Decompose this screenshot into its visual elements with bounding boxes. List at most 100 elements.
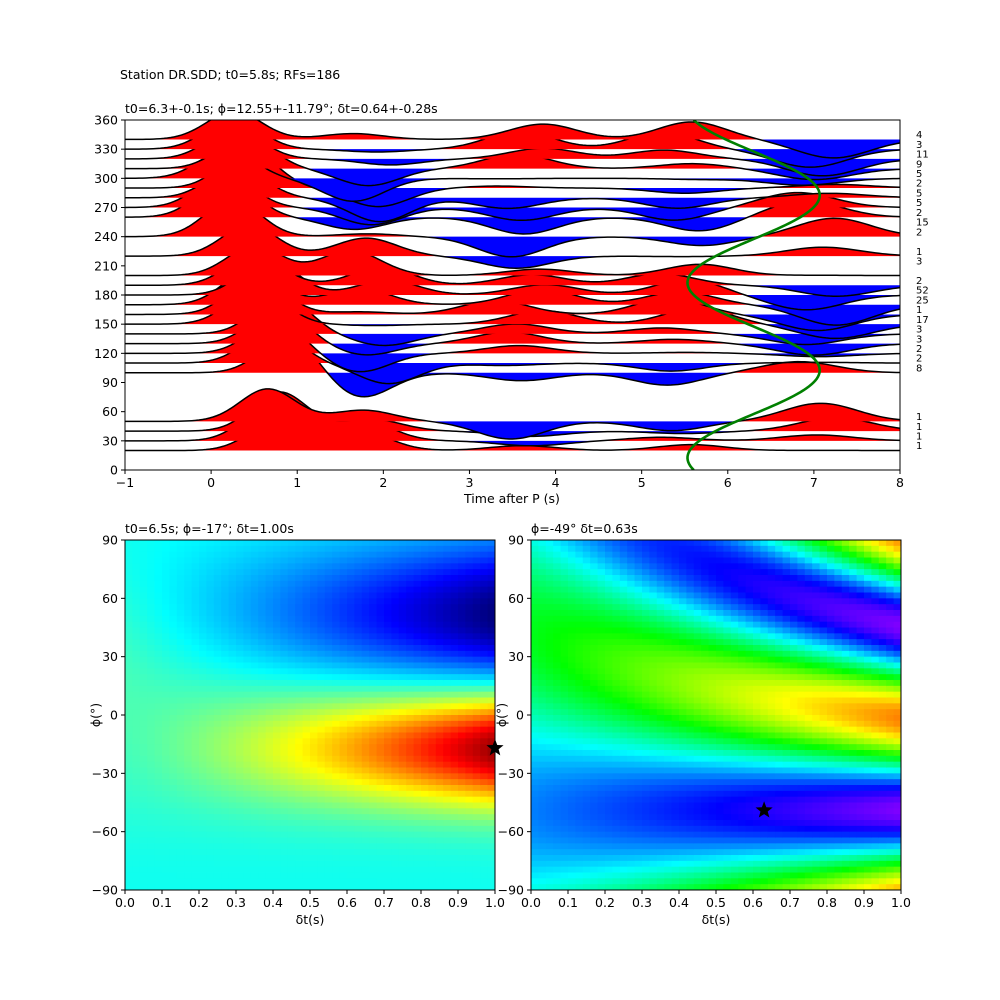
right-heatmap-cell (642, 656, 650, 664)
right-heatmap-cell (716, 685, 724, 693)
right-heatmap-cell (560, 849, 569, 856)
right-heatmap-cell (738, 709, 747, 716)
left-heatmap-cell (376, 569, 385, 576)
left-heatmap-cell (213, 592, 222, 599)
left-heatmap-cell (221, 656, 230, 664)
left-heatmap-cell (243, 656, 252, 664)
right-heatmap-cell (590, 715, 599, 722)
left-heatmap-cell (243, 691, 252, 699)
left-heatmap-cell (354, 773, 363, 780)
left-heatmap-cell (435, 592, 444, 599)
right-heatmap-cell (738, 808, 747, 815)
right-heatmap-cell (575, 773, 584, 780)
left-heatmap-cell (376, 627, 385, 634)
left-heatmap-cell (391, 586, 400, 594)
left-heatmap-cell (443, 586, 452, 594)
right-heatmap-cell (582, 674, 591, 681)
left-heatmap-cell (376, 750, 385, 757)
left-heatmap-cell (191, 557, 200, 564)
rf-y-tick-label: 360 (94, 113, 118, 128)
left-heatmap-cell (184, 820, 193, 827)
left-heatmap-cell (458, 645, 466, 652)
left-heatmap-cell (184, 633, 193, 640)
left-heatmap-cell (376, 720, 385, 728)
right-heatmap-cell (538, 785, 547, 792)
left-heatmap-cell (443, 691, 452, 699)
left-heatmap-cell (361, 802, 370, 809)
left-heatmap-cell (472, 633, 481, 640)
left-heatmap-cell (265, 645, 274, 652)
left-heatmap-cell (391, 662, 400, 669)
left-heatmap-cell (324, 744, 333, 751)
left-heatmap-cell (184, 866, 193, 874)
right-heatmap-cell (545, 860, 554, 868)
left-heatmap-cell (191, 750, 200, 757)
left-heatmap-cell (199, 866, 207, 874)
left-heatmap-cell (213, 627, 222, 634)
rf-trace-positive-fill (125, 337, 900, 373)
left-heatmap-cell (287, 691, 296, 699)
right-heatmap-cell (642, 639, 650, 646)
left-heatmap-cell (147, 697, 156, 704)
left-heatmap-cell (361, 633, 370, 640)
left-heatmap-cell (391, 820, 400, 827)
left-heatmap-cell (310, 860, 318, 868)
right-heatmap-cell (701, 691, 710, 699)
right-heatmap-cell (605, 703, 613, 710)
right-heatmap-cell (656, 592, 665, 599)
left-heatmap-cell (191, 674, 200, 681)
right-heatmap-cell (582, 744, 591, 751)
right-heatmap-cell (738, 656, 747, 664)
right-heatmap-cell (545, 551, 554, 559)
right-heatmap-cell (531, 726, 539, 734)
left-heatmap-cell (413, 668, 422, 675)
right-heatmap-cell (745, 563, 754, 570)
left-heatmap-cell (332, 703, 341, 710)
left-heatmap-cell (465, 662, 474, 669)
left-heatmap-cell (406, 563, 415, 570)
right-heatmap-cell (575, 860, 584, 868)
left-heatmap-cell (176, 680, 185, 687)
left-heatmap-cell (398, 610, 407, 617)
right-heatmap-cell (560, 761, 569, 769)
right-heatmap-cell (656, 680, 665, 687)
left-heatmap-cell (221, 662, 230, 669)
left-heatmap-cell (302, 557, 311, 564)
left-heatmap-cell (162, 732, 170, 739)
left-heatmap-cell (250, 615, 259, 623)
left-heatmap-cell (435, 709, 444, 716)
left-heatmap-cell (317, 843, 326, 850)
right-heatmap-cell (738, 639, 747, 646)
left-heatmap-cell (221, 604, 230, 611)
right-heatmap-cell (664, 580, 673, 588)
right-heatmap-cell (708, 703, 717, 710)
left-heatmap-cell (176, 540, 185, 547)
right-heatmap-cell (531, 715, 539, 722)
left-heatmap-cell (139, 855, 148, 862)
right-heatmap-cell (545, 615, 554, 623)
left-heatmap-cell (347, 773, 355, 780)
left-heatmap-cell (295, 650, 304, 658)
right-heatmap (531, 540, 901, 890)
right-heatmap-cell (560, 767, 569, 774)
left-heatmap-cell (162, 796, 170, 804)
left-heatmap-cell (228, 545, 237, 553)
right-heatmap-cell (693, 650, 702, 658)
left-heatmap-cell (332, 639, 341, 646)
left-heatmap-cell (480, 697, 489, 704)
right-heatmap-cell (545, 715, 554, 722)
left-heatmap-cell (428, 639, 437, 646)
right-heatmap-cell (619, 668, 628, 675)
left-heatmap-cell (221, 884, 230, 890)
left-heatmap-cell (258, 563, 267, 570)
left-heatmap-cell (324, 849, 333, 856)
left-heatmap-cell (221, 779, 230, 786)
right-heatmap-cell (553, 639, 562, 646)
left-heatmap-cell (265, 691, 274, 699)
right-heatmap-cell (568, 773, 576, 780)
right-heatmap-cell (664, 837, 673, 844)
right-heatmap-cell (619, 598, 628, 605)
right-heatmap-cell (649, 545, 658, 553)
right-heatmap-cell (582, 785, 591, 792)
right-heatmap-cell (590, 598, 599, 605)
